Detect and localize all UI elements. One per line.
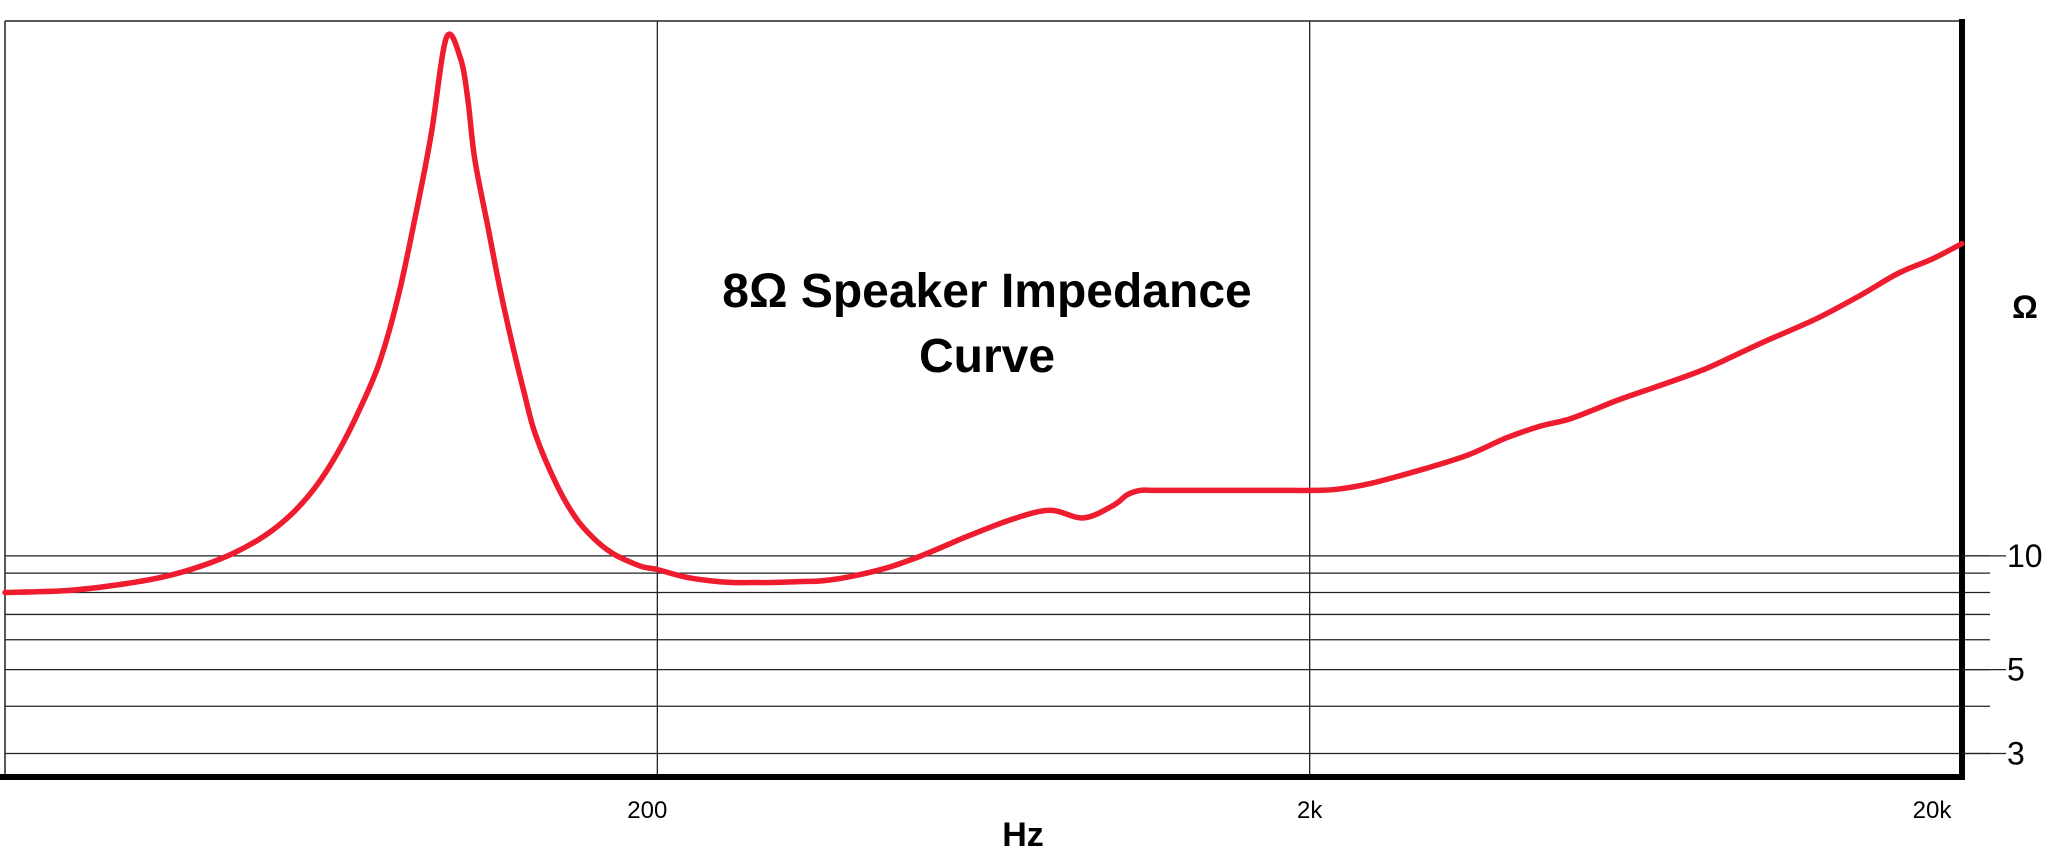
chart-title-line-1: 8Ω Speaker Impedance [722, 265, 1251, 318]
gridlines [5, 21, 1990, 777]
y-axis-label: Ω [2012, 289, 2038, 325]
chart-title-line-2: Curve [919, 330, 1055, 383]
y-tick-label-3: 3 [2007, 736, 2025, 772]
labels: 8Ω Speaker Impedance Curve Hz Ω 200 2k 20k… [627, 265, 2042, 854]
impedance-curve-line [2, 31, 1965, 596]
y-tick-label-5: 5 [2007, 652, 2025, 688]
x-tick-label-2k: 2k [1297, 797, 1323, 824]
axes [0, 19, 1965, 780]
x-tick-label-200: 200 [627, 797, 667, 824]
x-tick-label-20k: 20k [1913, 797, 1953, 824]
x-axis-label: Hz [1002, 816, 1044, 854]
y-tick-label-10: 10 [2007, 538, 2043, 574]
series-layer [2, 31, 1965, 596]
